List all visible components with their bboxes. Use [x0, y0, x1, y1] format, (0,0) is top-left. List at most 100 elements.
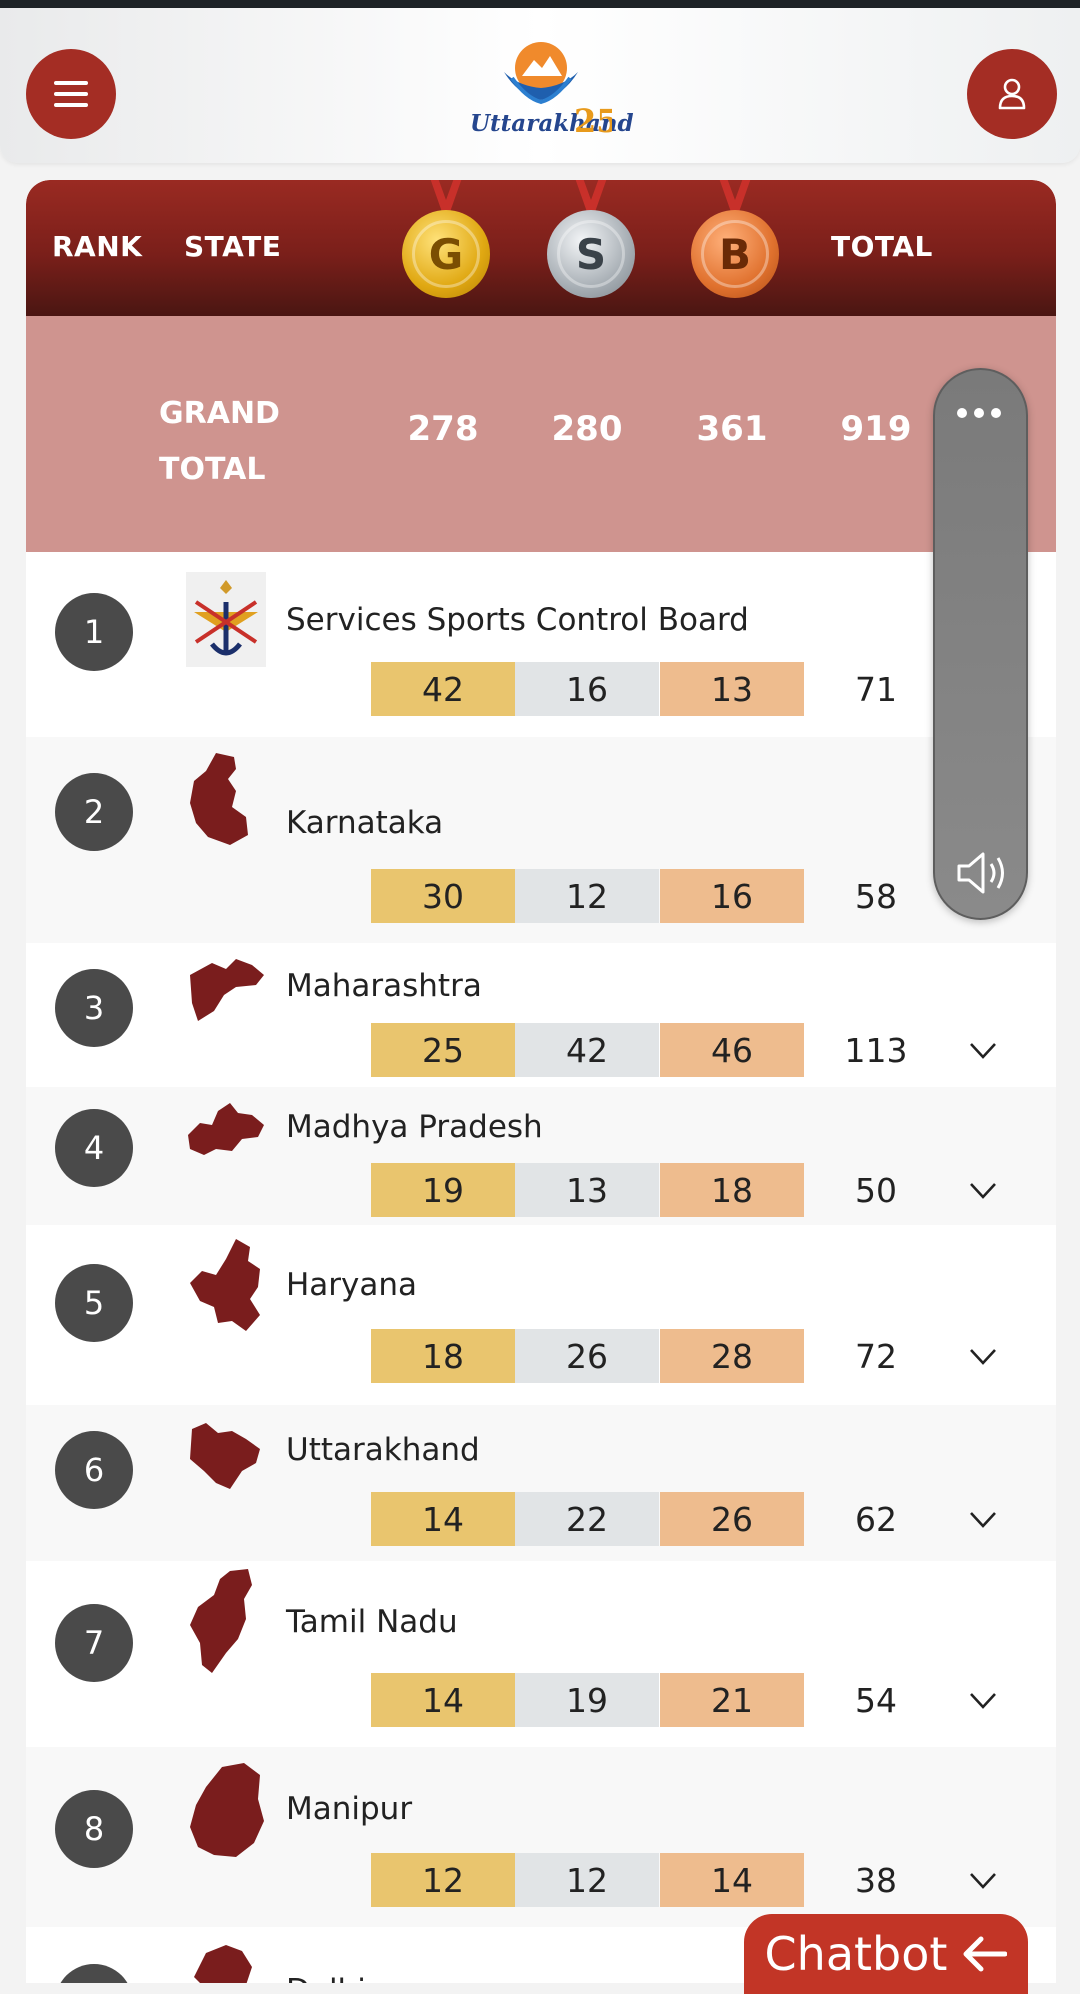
total-count: 38: [855, 1860, 897, 1900]
gold-count: 14: [371, 1673, 515, 1727]
state-name: Maharashtra: [286, 968, 482, 1004]
user-icon: [998, 78, 1026, 110]
state-name: Services Sports Control Board: [286, 602, 749, 638]
grand-total-label-line2: TOTAL: [159, 452, 266, 487]
state-name: Uttarakhand: [286, 1432, 480, 1468]
more-dots-icon[interactable]: [957, 408, 1001, 418]
state-name: Delhi: [286, 1973, 366, 1983]
speaker-icon[interactable]: [953, 848, 1013, 898]
total-count: 54: [855, 1680, 897, 1720]
services-emblem-icon: [186, 572, 266, 667]
madhya-pradesh-map-icon: [188, 1103, 264, 1155]
silver-count: 12: [515, 869, 659, 923]
bronze-count: 13: [660, 662, 804, 716]
chevron-down-icon[interactable]: [968, 1691, 998, 1711]
chevron-down-icon[interactable]: [968, 1347, 998, 1367]
state-name: Manipur: [286, 1791, 413, 1827]
gold-count: 12: [371, 1853, 515, 1907]
gold-count: 25: [371, 1023, 515, 1077]
gold-ribbon-icon: [430, 180, 462, 212]
rank-column-header: RANK: [52, 230, 143, 263]
table-row[interactable]: 7 Tamil Nadu 14 19 21 54: [26, 1561, 1056, 1747]
table-row[interactable]: 2 Karnataka 30 12 16 58: [26, 737, 1056, 943]
grand-total-label-line1: GRAND: [159, 396, 280, 431]
chatbot-button[interactable]: Chatbot: [744, 1914, 1028, 1994]
manipur-map-icon: [190, 1763, 264, 1857]
table-header: RANK STATE G S B TOTAL: [26, 180, 1056, 316]
bronze-medal-icon: B: [691, 210, 779, 298]
status-bar-strip: [0, 0, 1080, 8]
bronze-count: 14: [660, 1853, 804, 1907]
grand-total-bronze: 361: [696, 409, 768, 449]
gold-column-header: G: [412, 220, 480, 288]
logo-25-icon: 25: [574, 102, 612, 140]
table-row[interactable]: 5 Haryana 18 26 28 72: [26, 1225, 1056, 1405]
rank-badge: 8: [55, 1790, 133, 1868]
bronze-count: 21: [660, 1673, 804, 1727]
rank-badge: 7: [55, 1604, 133, 1682]
total-count: 62: [855, 1499, 897, 1539]
state-name: Tamil Nadu: [286, 1604, 458, 1640]
uttarakhand-map-icon: [190, 1423, 260, 1489]
silver-count: 13: [515, 1163, 659, 1217]
chevron-down-icon[interactable]: [968, 1871, 998, 1891]
bronze-ribbon-icon: [719, 180, 751, 212]
total-count: 113: [844, 1030, 908, 1070]
svg-text:25: 25: [574, 102, 612, 140]
gold-count: 42: [371, 662, 515, 716]
tamil-nadu-map-icon: [190, 1569, 252, 1673]
uttarakhand-games-logo[interactable]: Uttarakhand 25: [464, 38, 634, 148]
haryana-map-icon: [190, 1239, 260, 1331]
rank-badge: 1: [55, 593, 133, 671]
silver-count: 16: [515, 662, 659, 716]
gold-medal-icon: G: [402, 210, 490, 298]
silver-count: 26: [515, 1329, 659, 1383]
chevron-down-icon[interactable]: [968, 1510, 998, 1530]
user-profile-button[interactable]: [967, 49, 1057, 139]
arrow-left-icon: [963, 1936, 1008, 1972]
gold-count: 18: [371, 1329, 515, 1383]
table-row[interactable]: 8 Manipur 12 12 14 38: [26, 1747, 1056, 1927]
silver-count: 19: [515, 1673, 659, 1727]
state-name: Karnataka: [286, 805, 444, 841]
table-row[interactable]: 6 Uttarakhand 14 22 26 62: [26, 1405, 1056, 1561]
gold-count: 14: [371, 1492, 515, 1546]
bronze-column-header: B: [701, 220, 769, 288]
total-count: 58: [855, 876, 897, 916]
grand-total-gold: 278: [407, 409, 479, 449]
bronze-count: 16: [660, 869, 804, 923]
medal-tally-table: RANK STATE G S B TOTAL GRAND TOTAL 278 2…: [26, 180, 1056, 1983]
bronze-count: 46: [660, 1023, 804, 1077]
state-column-header: STATE: [184, 230, 282, 263]
bronze-count: 26: [660, 1492, 804, 1546]
rank-badge: 2: [55, 773, 133, 851]
bronze-count: 28: [660, 1329, 804, 1383]
floating-accessibility-panel[interactable]: [933, 368, 1028, 920]
table-row[interactable]: 3 Maharashtra 25 42 46 113: [26, 943, 1056, 1087]
chevron-down-icon[interactable]: [968, 1041, 998, 1061]
table-row[interactable]: 9 Delhi: [26, 1927, 1056, 1983]
silver-count: 42: [515, 1023, 659, 1077]
total-count: 50: [855, 1170, 897, 1210]
grand-total-total: 919: [840, 409, 912, 449]
silver-medal-icon: S: [547, 210, 635, 298]
rank-badge: 5: [55, 1264, 133, 1342]
gold-count: 19: [371, 1163, 515, 1217]
menu-button[interactable]: [26, 49, 116, 139]
state-name: Madhya Pradesh: [286, 1109, 543, 1145]
rank-badge: 3: [55, 969, 133, 1047]
silver-count: 12: [515, 1853, 659, 1907]
maharashtra-map-icon: [190, 959, 264, 1021]
total-column-header: TOTAL: [831, 230, 933, 263]
table-row[interactable]: 1 Services Sports Control Board 42 16 13…: [26, 552, 1056, 737]
chevron-down-icon[interactable]: [968, 1181, 998, 1201]
grand-total-label: GRAND TOTAL: [159, 386, 299, 498]
table-row[interactable]: 4 Madhya Pradesh 19 13 18 50: [26, 1087, 1056, 1225]
grand-total-silver: 280: [551, 409, 623, 449]
chatbot-label: Chatbot: [764, 1927, 948, 1981]
logo-text: Uttarakhand: [470, 110, 634, 137]
rank-badge: 6: [55, 1431, 133, 1509]
total-count: 72: [855, 1336, 897, 1376]
total-count: 71: [855, 669, 897, 709]
silver-ribbon-icon: [575, 180, 607, 212]
